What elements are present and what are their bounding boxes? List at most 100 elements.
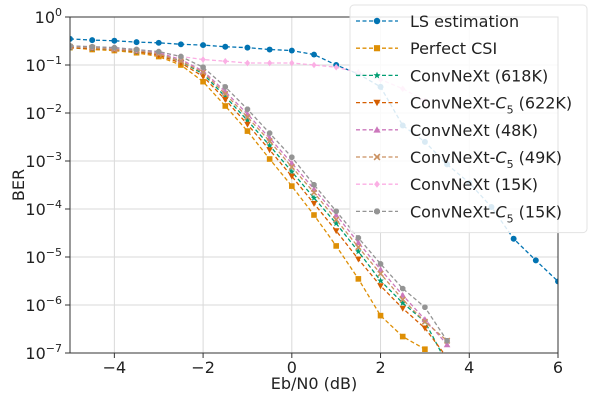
data-point — [377, 266, 384, 273]
data-point — [444, 360, 451, 366]
series-line — [70, 46, 448, 345]
data-point — [532, 257, 539, 264]
y-tick-label: 100 — [35, 6, 62, 27]
data-point — [422, 346, 428, 353]
data-point — [288, 173, 296, 180]
data-point — [399, 291, 407, 298]
data-point — [510, 235, 517, 242]
data-point — [244, 59, 251, 67]
legend-label: Perfect CSI — [410, 39, 497, 58]
data-point — [377, 283, 384, 290]
legend-marker — [373, 17, 381, 25]
data-point — [377, 277, 384, 284]
data-point — [199, 70, 207, 77]
x-tick-label: 0 — [287, 358, 297, 377]
legend-label: ConvNeXt (618K) — [410, 66, 548, 85]
legend-label: ConvNeXt-C5 (49K) — [410, 148, 562, 171]
legend: LS estimation Perfect CSI ConvNeXt (618K) C… — [349, 4, 588, 234]
data-point — [399, 299, 407, 306]
data-point — [355, 248, 362, 255]
legend-frame — [349, 4, 588, 234]
data-point — [421, 325, 429, 332]
data-point — [444, 338, 450, 344]
data-point — [332, 219, 340, 227]
y-tick-label: 10−1 — [25, 54, 62, 75]
data-point — [333, 208, 339, 214]
series-line — [70, 46, 448, 342]
data-point — [311, 212, 317, 218]
y-axis-title: BER — [9, 169, 28, 201]
data-point — [266, 46, 273, 53]
data-point — [355, 235, 362, 241]
data-point — [200, 78, 206, 85]
data-point — [222, 57, 228, 65]
legend-marker — [374, 180, 380, 188]
data-point — [89, 44, 95, 50]
data-point — [333, 243, 339, 249]
legend-entry: ConvNeXt-C5 (15K) — [356, 202, 562, 225]
series-line — [70, 46, 426, 350]
data-point — [311, 51, 317, 58]
y-tick-label: 10−4 — [25, 198, 62, 219]
data-point — [155, 48, 162, 55]
data-point — [177, 57, 185, 65]
y-tick-label: 10−2 — [25, 102, 62, 123]
legend-marker — [373, 71, 381, 79]
data-point — [222, 103, 229, 109]
data-point — [555, 278, 558, 285]
data-point — [443, 341, 451, 348]
data-point — [422, 304, 428, 310]
data-point — [70, 43, 73, 49]
y-tick-label: 10−3 — [25, 150, 62, 171]
legend-label: ConvNeXt-C5 (15K) — [410, 202, 562, 225]
data-point — [310, 200, 318, 207]
x-tick-label: 2 — [375, 358, 385, 377]
data-point — [199, 67, 207, 74]
data-point — [244, 44, 251, 51]
data-point — [377, 270, 384, 277]
y-tick-label: 10−7 — [25, 342, 62, 363]
legend-entry: ConvNeXt (15K) — [356, 175, 538, 194]
data-point — [155, 39, 162, 46]
data-point — [221, 93, 229, 100]
x-axis-title: Eb/N0 (dB) — [271, 374, 358, 393]
legend-entry: ConvNeXt-C5 (622K) — [356, 94, 572, 117]
legend-marker — [373, 45, 381, 52]
data-point — [444, 355, 451, 361]
data-point — [355, 256, 362, 263]
data-point — [333, 63, 339, 71]
legend-label: LS estimation — [410, 12, 519, 31]
legend-label: ConvNeXt (48K) — [410, 121, 538, 140]
data-point — [289, 183, 295, 189]
data-point — [289, 59, 295, 67]
x-tick-label: 6 — [553, 358, 563, 377]
data-point — [133, 39, 140, 46]
data-point — [244, 113, 251, 121]
legend-label: ConvNeXt-C5 (622K) — [410, 94, 572, 117]
series-line — [70, 46, 445, 353]
data-point — [266, 59, 273, 67]
data-point — [288, 163, 296, 171]
data-point — [200, 56, 206, 63]
data-point — [244, 106, 251, 112]
data-point — [311, 182, 317, 188]
data-point — [399, 333, 406, 340]
data-point — [133, 46, 140, 53]
data-point — [310, 189, 318, 196]
data-point — [377, 312, 384, 319]
data-point — [244, 121, 251, 128]
legend-marker — [373, 153, 381, 161]
data-point — [266, 137, 273, 145]
data-point — [177, 41, 184, 48]
data-point — [222, 90, 229, 98]
data-point — [399, 305, 407, 312]
y-tick-label: 10−5 — [25, 246, 62, 267]
data-point — [111, 44, 118, 51]
data-point — [70, 35, 73, 42]
data-point — [377, 261, 384, 267]
data-point — [244, 116, 251, 124]
legend-entry: ConvNeXt (618K) — [356, 66, 548, 85]
data-point — [221, 96, 229, 103]
data-point — [355, 276, 362, 282]
